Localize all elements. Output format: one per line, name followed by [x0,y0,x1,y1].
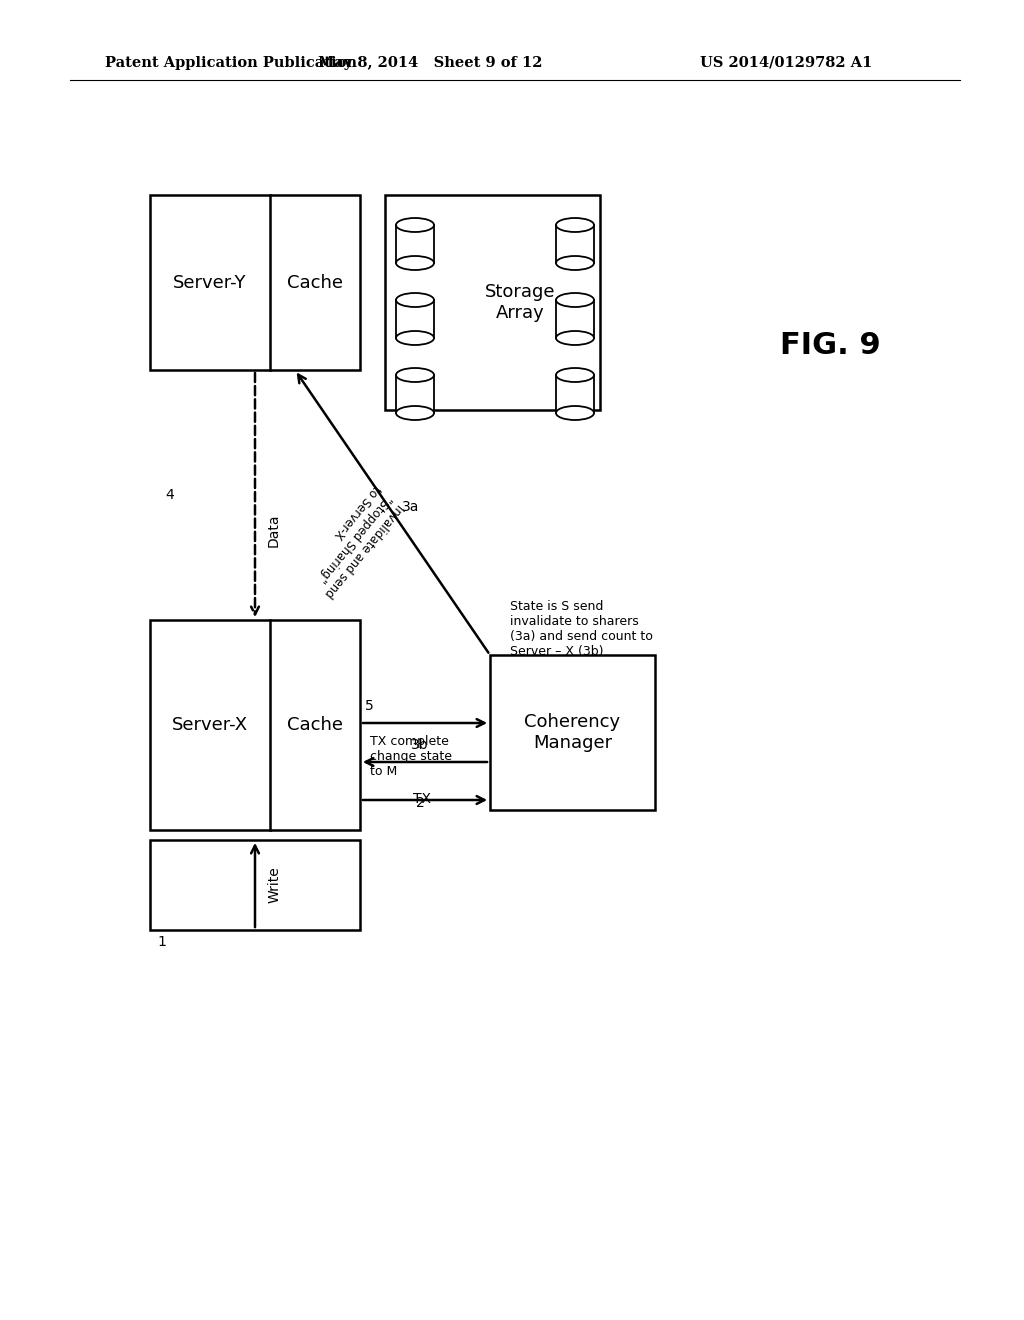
Bar [385,195,600,411]
Bar [396,300,434,338]
Text: Invalidate and send
"Stopped Sharing"
to Server-X: Invalidate and send "Stopped Sharing" to… [298,483,406,601]
Ellipse shape [556,218,594,232]
Text: FIG. 9: FIG. 9 [779,330,881,359]
Text: Server-Y: Server-Y [173,273,247,292]
Text: 1: 1 [158,935,167,949]
Text: Patent Application Publication: Patent Application Publication [105,55,357,70]
Bar [490,655,655,810]
Text: Storage
Array: Storage Array [485,282,556,322]
Ellipse shape [556,368,594,381]
Ellipse shape [396,218,434,232]
Ellipse shape [396,293,434,308]
Text: 3b: 3b [412,738,429,752]
Bar [150,195,360,370]
Ellipse shape [556,407,594,420]
Ellipse shape [396,331,434,345]
Text: Cache: Cache [287,715,343,734]
Ellipse shape [556,331,594,345]
Text: TX complete
change state
to M: TX complete change state to M [370,735,452,777]
Text: 3a: 3a [402,500,420,513]
Ellipse shape [396,256,434,271]
Bar [556,300,594,338]
Text: Data: Data [267,513,281,546]
Ellipse shape [396,407,434,420]
Text: May 8, 2014   Sheet 9 of 12: May 8, 2014 Sheet 9 of 12 [317,55,543,70]
Bar [556,375,594,413]
Bar [150,620,360,830]
Text: Write: Write [268,867,282,903]
Bar [556,224,594,263]
Text: 4: 4 [166,488,174,502]
Text: State is S send
invalidate to sharers
(3a) and send count to
Server – X (3b): State is S send invalidate to sharers (3… [510,601,653,657]
Text: TX: TX [413,792,431,807]
Bar [150,840,360,931]
Bar [396,224,434,263]
Ellipse shape [556,293,594,308]
Text: Coherency
Manager: Coherency Manager [524,713,621,752]
Text: US 2014/0129782 A1: US 2014/0129782 A1 [700,55,872,70]
Bar [396,375,434,413]
Text: Server-X: Server-X [172,715,248,734]
Text: Cache: Cache [287,273,343,292]
Ellipse shape [396,368,434,381]
Text: 5: 5 [365,700,374,713]
Ellipse shape [556,256,594,271]
Text: 2: 2 [416,796,424,810]
